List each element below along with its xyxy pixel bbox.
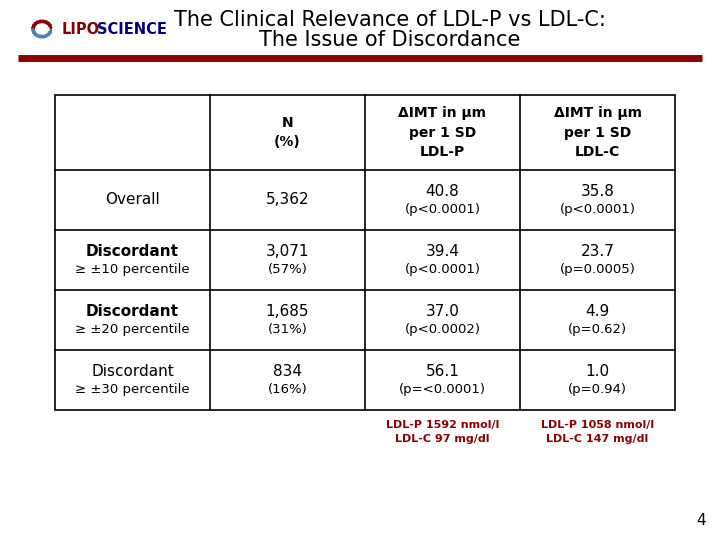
Text: 39.4: 39.4: [426, 245, 459, 260]
Text: (p=0.94): (p=0.94): [568, 382, 627, 395]
Circle shape: [42, 35, 45, 38]
Text: (31%): (31%): [268, 322, 307, 335]
Text: Discordant: Discordant: [86, 305, 179, 320]
Circle shape: [47, 33, 50, 36]
Text: 35.8: 35.8: [580, 185, 614, 199]
Text: 4.9: 4.9: [585, 305, 610, 320]
Circle shape: [37, 35, 39, 37]
Text: ≥ ±30 percentile: ≥ ±30 percentile: [75, 382, 190, 395]
Text: 3,071: 3,071: [266, 245, 310, 260]
Text: N
(%): N (%): [274, 116, 301, 149]
Text: (p<0.0001): (p<0.0001): [405, 262, 480, 275]
Text: (p<0.0001): (p<0.0001): [559, 202, 636, 215]
Text: (p<0.0001): (p<0.0001): [405, 202, 480, 215]
Circle shape: [37, 21, 39, 24]
Text: LDL-P 1058 nmol/l
LDL-C 147 mg/dl: LDL-P 1058 nmol/l LDL-C 147 mg/dl: [541, 420, 654, 444]
Text: 1.0: 1.0: [585, 364, 610, 380]
Circle shape: [32, 31, 35, 34]
Text: Overall: Overall: [105, 192, 160, 207]
Text: LIPO: LIPO: [62, 22, 100, 37]
Text: ΔIMT in μm
per 1 SD
LDL-P: ΔIMT in μm per 1 SD LDL-P: [398, 106, 487, 159]
Circle shape: [35, 22, 37, 25]
Text: (p=0.0005): (p=0.0005): [559, 262, 636, 275]
Text: 834: 834: [273, 364, 302, 380]
Text: SCIENCE: SCIENCE: [97, 22, 167, 37]
Text: Discordant: Discordant: [91, 364, 174, 380]
Text: Discordant: Discordant: [86, 245, 179, 260]
Circle shape: [50, 30, 52, 31]
Text: The Issue of Discordance: The Issue of Discordance: [259, 30, 521, 50]
Text: ≥ ±20 percentile: ≥ ±20 percentile: [75, 322, 190, 335]
Text: 56.1: 56.1: [426, 364, 459, 380]
Text: ΔIMT in μm
per 1 SD
LDL-C: ΔIMT in μm per 1 SD LDL-C: [554, 106, 642, 159]
Text: 1,685: 1,685: [266, 305, 310, 320]
Text: ≥ ±10 percentile: ≥ ±10 percentile: [75, 262, 190, 275]
Circle shape: [45, 21, 48, 23]
Circle shape: [39, 35, 42, 38]
Circle shape: [32, 29, 35, 31]
Text: 5,362: 5,362: [266, 192, 310, 207]
Circle shape: [35, 33, 37, 36]
Text: (57%): (57%): [268, 262, 307, 275]
Circle shape: [32, 24, 35, 27]
Text: The Clinical Relevance of LDL-P vs LDL-C:: The Clinical Relevance of LDL-P vs LDL-C…: [174, 10, 606, 30]
Text: 40.8: 40.8: [426, 185, 459, 199]
Text: (16%): (16%): [268, 382, 307, 395]
Text: 4: 4: [696, 513, 706, 528]
Circle shape: [50, 27, 52, 29]
Circle shape: [49, 31, 51, 34]
Text: 37.0: 37.0: [426, 305, 459, 320]
Text: (p=<0.0001): (p=<0.0001): [399, 382, 486, 395]
Text: (p<0.0002): (p<0.0002): [405, 322, 480, 335]
Circle shape: [47, 22, 50, 25]
Text: (p=0.62): (p=0.62): [568, 322, 627, 335]
Bar: [55, 95, 675, 410]
Circle shape: [42, 20, 45, 23]
Circle shape: [45, 35, 48, 37]
Circle shape: [39, 20, 42, 23]
Circle shape: [32, 26, 35, 29]
Text: 23.7: 23.7: [580, 245, 614, 260]
Circle shape: [49, 24, 51, 26]
Text: LDL-P 1592 nmol/l
LDL-C 97 mg/dl: LDL-P 1592 nmol/l LDL-C 97 mg/dl: [386, 420, 499, 444]
